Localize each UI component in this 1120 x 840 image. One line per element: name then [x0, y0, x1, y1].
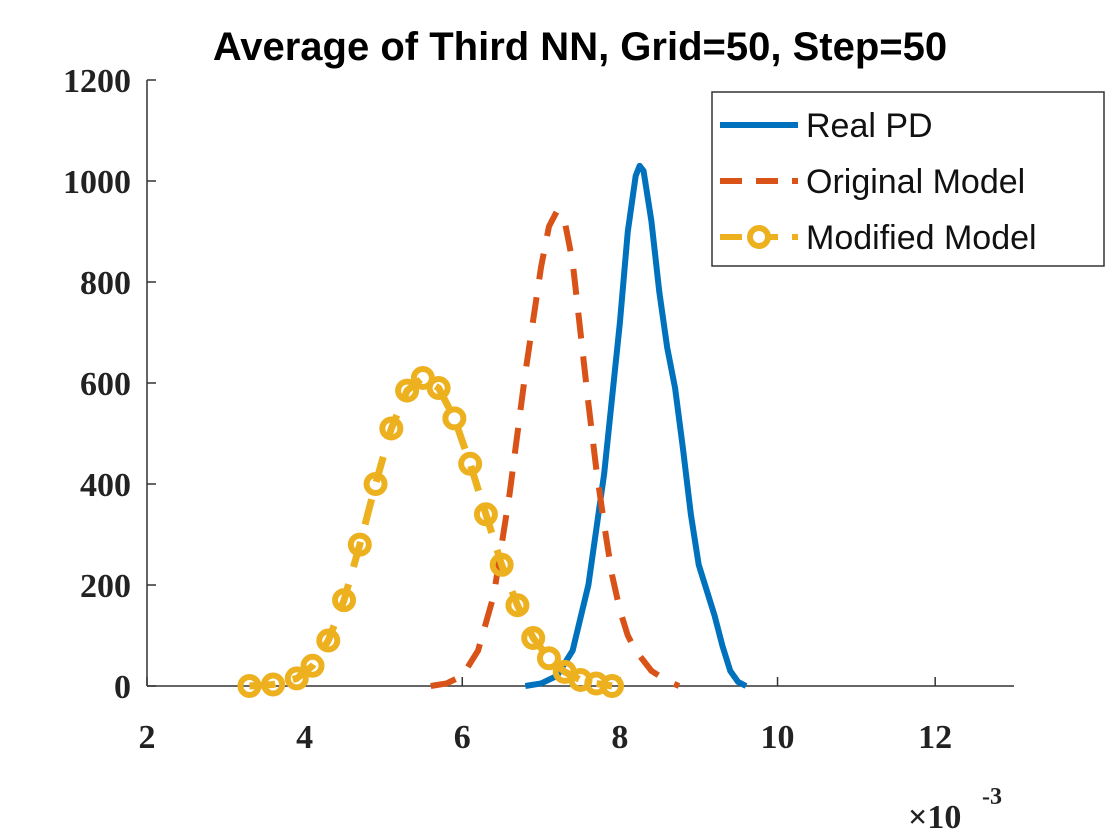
series-marker: [395, 378, 420, 403]
x-tick-label: 2: [139, 719, 156, 756]
series-marker: [505, 593, 530, 618]
y-tick-label: 1000: [63, 164, 131, 201]
x-tick-label: 6: [454, 719, 471, 756]
series-marker: [237, 674, 262, 698]
series-marker: [426, 376, 451, 401]
series-marker: [332, 588, 357, 613]
series-marker: [347, 532, 372, 557]
series-line: [249, 374, 613, 690]
x-tick-label: 12: [918, 719, 952, 756]
y-tick-label: 1200: [63, 63, 131, 100]
legend-label: Original Model: [806, 163, 1025, 201]
x-exponent: -3: [982, 784, 1002, 810]
legend-label: Modified Model: [806, 219, 1037, 257]
series-marker: [442, 406, 467, 431]
legend-label: Real PD: [806, 107, 933, 145]
y-tick-label: 400: [80, 467, 131, 504]
series-marker: [316, 628, 341, 653]
series-marker: [410, 365, 435, 390]
y-tick-label: 0: [114, 669, 131, 706]
series-marker: [521, 626, 546, 651]
series-marker: [600, 674, 625, 698]
x-tick-label: 4: [296, 719, 313, 756]
series-line: [430, 208, 681, 689]
y-tick-label: 200: [80, 568, 131, 605]
x-tick-label: 10: [761, 719, 795, 756]
series-marker: [473, 502, 498, 527]
series-marker: [458, 451, 483, 476]
x-tick-label: 8: [611, 719, 628, 756]
series-marker: [379, 416, 404, 441]
series-marker: [284, 666, 309, 691]
y-tick-label: 800: [80, 265, 131, 302]
series-marker: [300, 653, 325, 678]
series-line: [524, 162, 748, 689]
chart-title: Average of Third NN, Grid=50, Step=50: [213, 25, 947, 69]
y-tick-label: 600: [80, 366, 131, 403]
series-marker: [489, 552, 514, 577]
legend-marker: [747, 225, 771, 249]
series-marker: [261, 672, 286, 697]
series-marker: [536, 646, 561, 671]
series-marker: [363, 472, 388, 496]
x-multiplier: ×10: [908, 799, 961, 836]
